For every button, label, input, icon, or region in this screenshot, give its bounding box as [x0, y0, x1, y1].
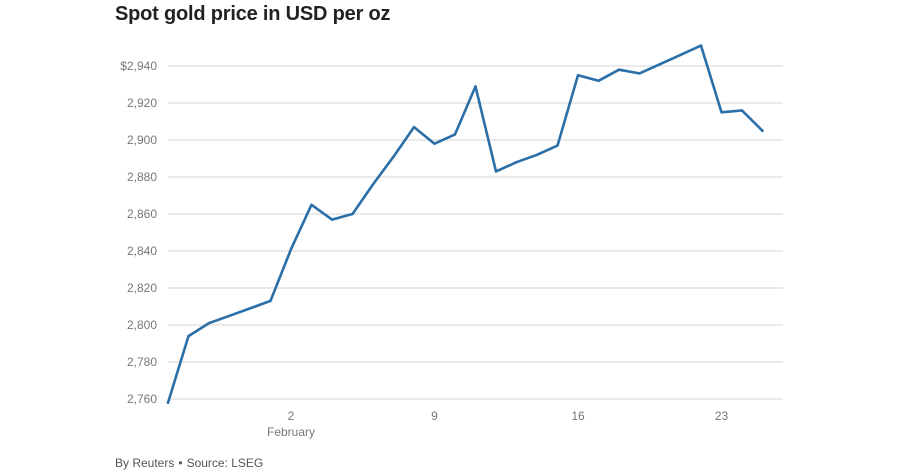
- data-point-22: [617, 68, 621, 71]
- x-tick-label-23: 23: [715, 409, 729, 423]
- y-tick-label-2780: 2,780: [127, 355, 157, 369]
- data-point-0: [166, 401, 170, 404]
- footer-separator: •: [178, 456, 183, 470]
- source-note: Source: LSEG: [186, 456, 264, 470]
- data-point-28: [740, 109, 744, 112]
- y-tick-label-2880: 2,880: [127, 170, 157, 184]
- y-tick-label-2940: $2,940: [120, 59, 157, 73]
- y-tick-label-2920: 2,920: [127, 96, 157, 110]
- y-tick-label-2900: 2,900: [127, 133, 157, 147]
- series-layer: [166, 44, 764, 405]
- data-point-12: [412, 125, 416, 129]
- y-tick-label-2760: 2,760: [127, 392, 157, 406]
- data-point-17: [515, 161, 518, 164]
- data-point-14: [453, 133, 457, 136]
- y-tick-label-2820: 2,820: [127, 281, 157, 295]
- x-tick-label-2: 2: [288, 409, 295, 423]
- data-point-10: [371, 183, 375, 186]
- gridlines: [168, 65, 783, 400]
- data-point-20: [576, 74, 580, 77]
- x-tick-label-16: 16: [571, 409, 585, 423]
- x-tick-sublabel-2: February: [267, 425, 315, 439]
- data-point-2: [207, 321, 211, 325]
- chart-footer: By Reuters • Source: LSEG: [115, 456, 263, 470]
- data-point-13: [433, 142, 436, 145]
- data-point-23: [638, 72, 641, 75]
- data-point-21: [597, 79, 600, 83]
- byline: By Reuters: [115, 456, 175, 470]
- x-tick-label-9: 9: [431, 409, 438, 423]
- y-tick-label-2800: 2,800: [127, 318, 157, 332]
- data-point-9: [351, 212, 354, 216]
- data-point-11: [392, 155, 395, 158]
- data-point-18: [535, 153, 539, 156]
- data-point-26: [699, 44, 703, 47]
- data-point-24: [658, 62, 662, 66]
- data-point-3: [228, 314, 231, 317]
- data-point-15: [474, 85, 477, 88]
- data-point-1: [187, 334, 190, 338]
- data-point-8: [330, 218, 334, 221]
- data-point-29: [761, 129, 764, 132]
- y-tick-label-2840: 2,840: [127, 244, 157, 258]
- y-tick-label-2860: 2,860: [127, 207, 157, 221]
- chart-title: Spot gold price in USD per oz: [115, 3, 391, 25]
- data-point-16: [494, 170, 498, 173]
- data-point-27: [720, 111, 723, 114]
- data-point-5: [269, 299, 272, 303]
- series-line-0: [166, 44, 764, 405]
- x-axis-tick-labels: 2 February 9 16 23: [267, 409, 729, 439]
- y-axis-tick-labels: 2,760 2,780 2,800 2,820 2,840 2,860 2,880 2,900…: [120, 59, 157, 406]
- data-point-4: [248, 307, 252, 310]
- data-point-7: [310, 203, 313, 206]
- data-point-6: [289, 248, 293, 251]
- data-point-25: [679, 53, 682, 57]
- data-point-19: [556, 144, 559, 147]
